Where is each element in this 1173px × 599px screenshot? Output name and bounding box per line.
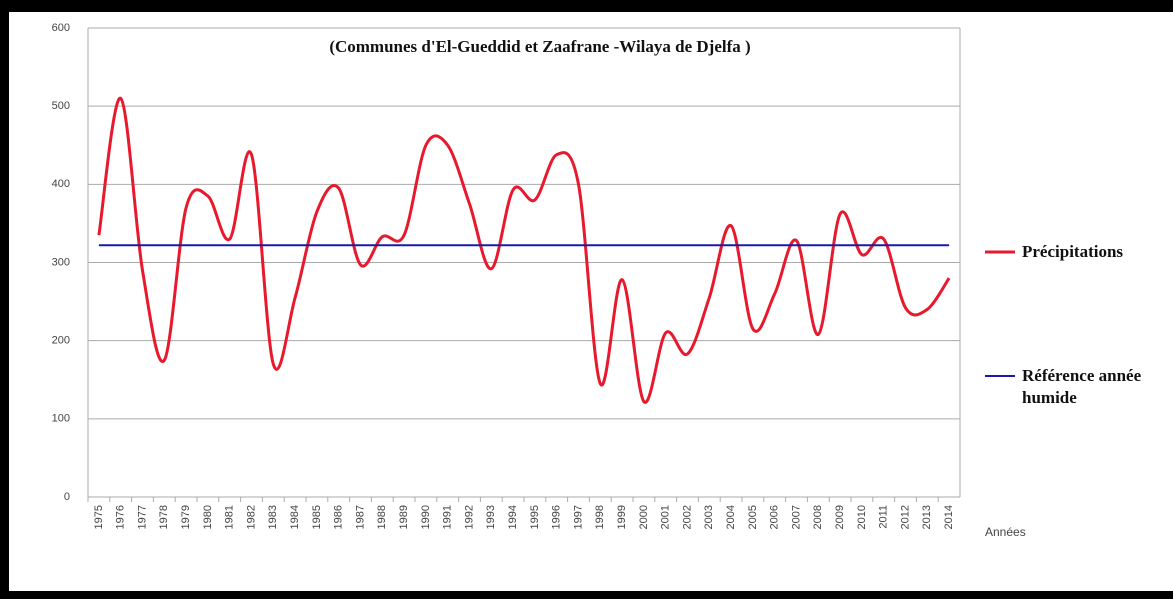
legend-label: Référence année humide [1022,366,1142,407]
x-tick-label: 1987 [354,505,366,529]
x-tick-label: 1994 [507,505,519,529]
x-tick-label: 2005 [747,505,759,529]
x-tick-label: 2003 [703,505,715,529]
y-tick-label: 100 [52,413,70,425]
x-tick-label: 1982 [245,505,257,529]
x-tick-label: 1985 [311,505,323,529]
y-tick-label: 200 [52,335,70,347]
x-tick-label: 2002 [681,505,693,529]
x-tick-label: 1995 [529,505,541,529]
x-tick-label: 1998 [594,505,606,529]
x-tick-label: 1983 [267,505,279,529]
x-tick-label: 1981 [224,505,236,529]
x-tick-label: 2011 [878,505,890,529]
x-tick-label: 1989 [398,505,410,529]
y-tick-label: 300 [52,256,70,268]
x-tick-label: 1992 [463,505,475,529]
x-tick-label: 1980 [202,505,214,529]
chart-title: (Communes d'El-Gueddid et Zaafrane -Wila… [329,37,750,56]
x-tick-label: 1978 [158,505,170,529]
x-tick-label: 1979 [180,505,192,529]
x-tick-label: 1996 [551,505,563,529]
x-tick-label: 1976 [115,505,127,529]
x-tick-label: 2004 [725,505,737,529]
x-tick-label: 2014 [943,505,955,529]
y-tick-label: 0 [64,491,70,503]
series-line [97,96,951,404]
x-tick-label: 1986 [333,505,345,529]
x-tick-label: 1977 [136,505,148,529]
x-tick-label: 2000 [638,505,650,529]
x-tick-label: 1991 [442,505,454,529]
x-tick-label: 1999 [616,505,628,529]
x-tick-label: 1984 [289,505,301,529]
x-tick-label: 1975 [93,505,105,529]
x-tick-label: 2012 [899,505,911,529]
x-tick-label: 1997 [572,505,584,529]
y-tick-label: 400 [52,178,70,190]
y-tick-label: 600 [52,22,70,34]
x-tick-label: 1993 [485,505,497,529]
x-tick-label: 2001 [660,505,672,529]
x-axis-label: Années [985,525,1026,539]
legend-label: Précipitations [1022,242,1124,261]
x-tick-label: 2007 [790,505,802,529]
x-tick-label: 2013 [921,505,933,529]
x-tick-label: 2010 [856,505,868,529]
x-tick-label: 1988 [376,505,388,529]
y-tick-label: 500 [52,100,70,112]
x-tick-label: 1990 [420,505,432,529]
x-tick-label: 2008 [812,505,824,529]
x-tick-label: 2009 [834,505,846,529]
x-tick-label: 2006 [769,505,781,529]
